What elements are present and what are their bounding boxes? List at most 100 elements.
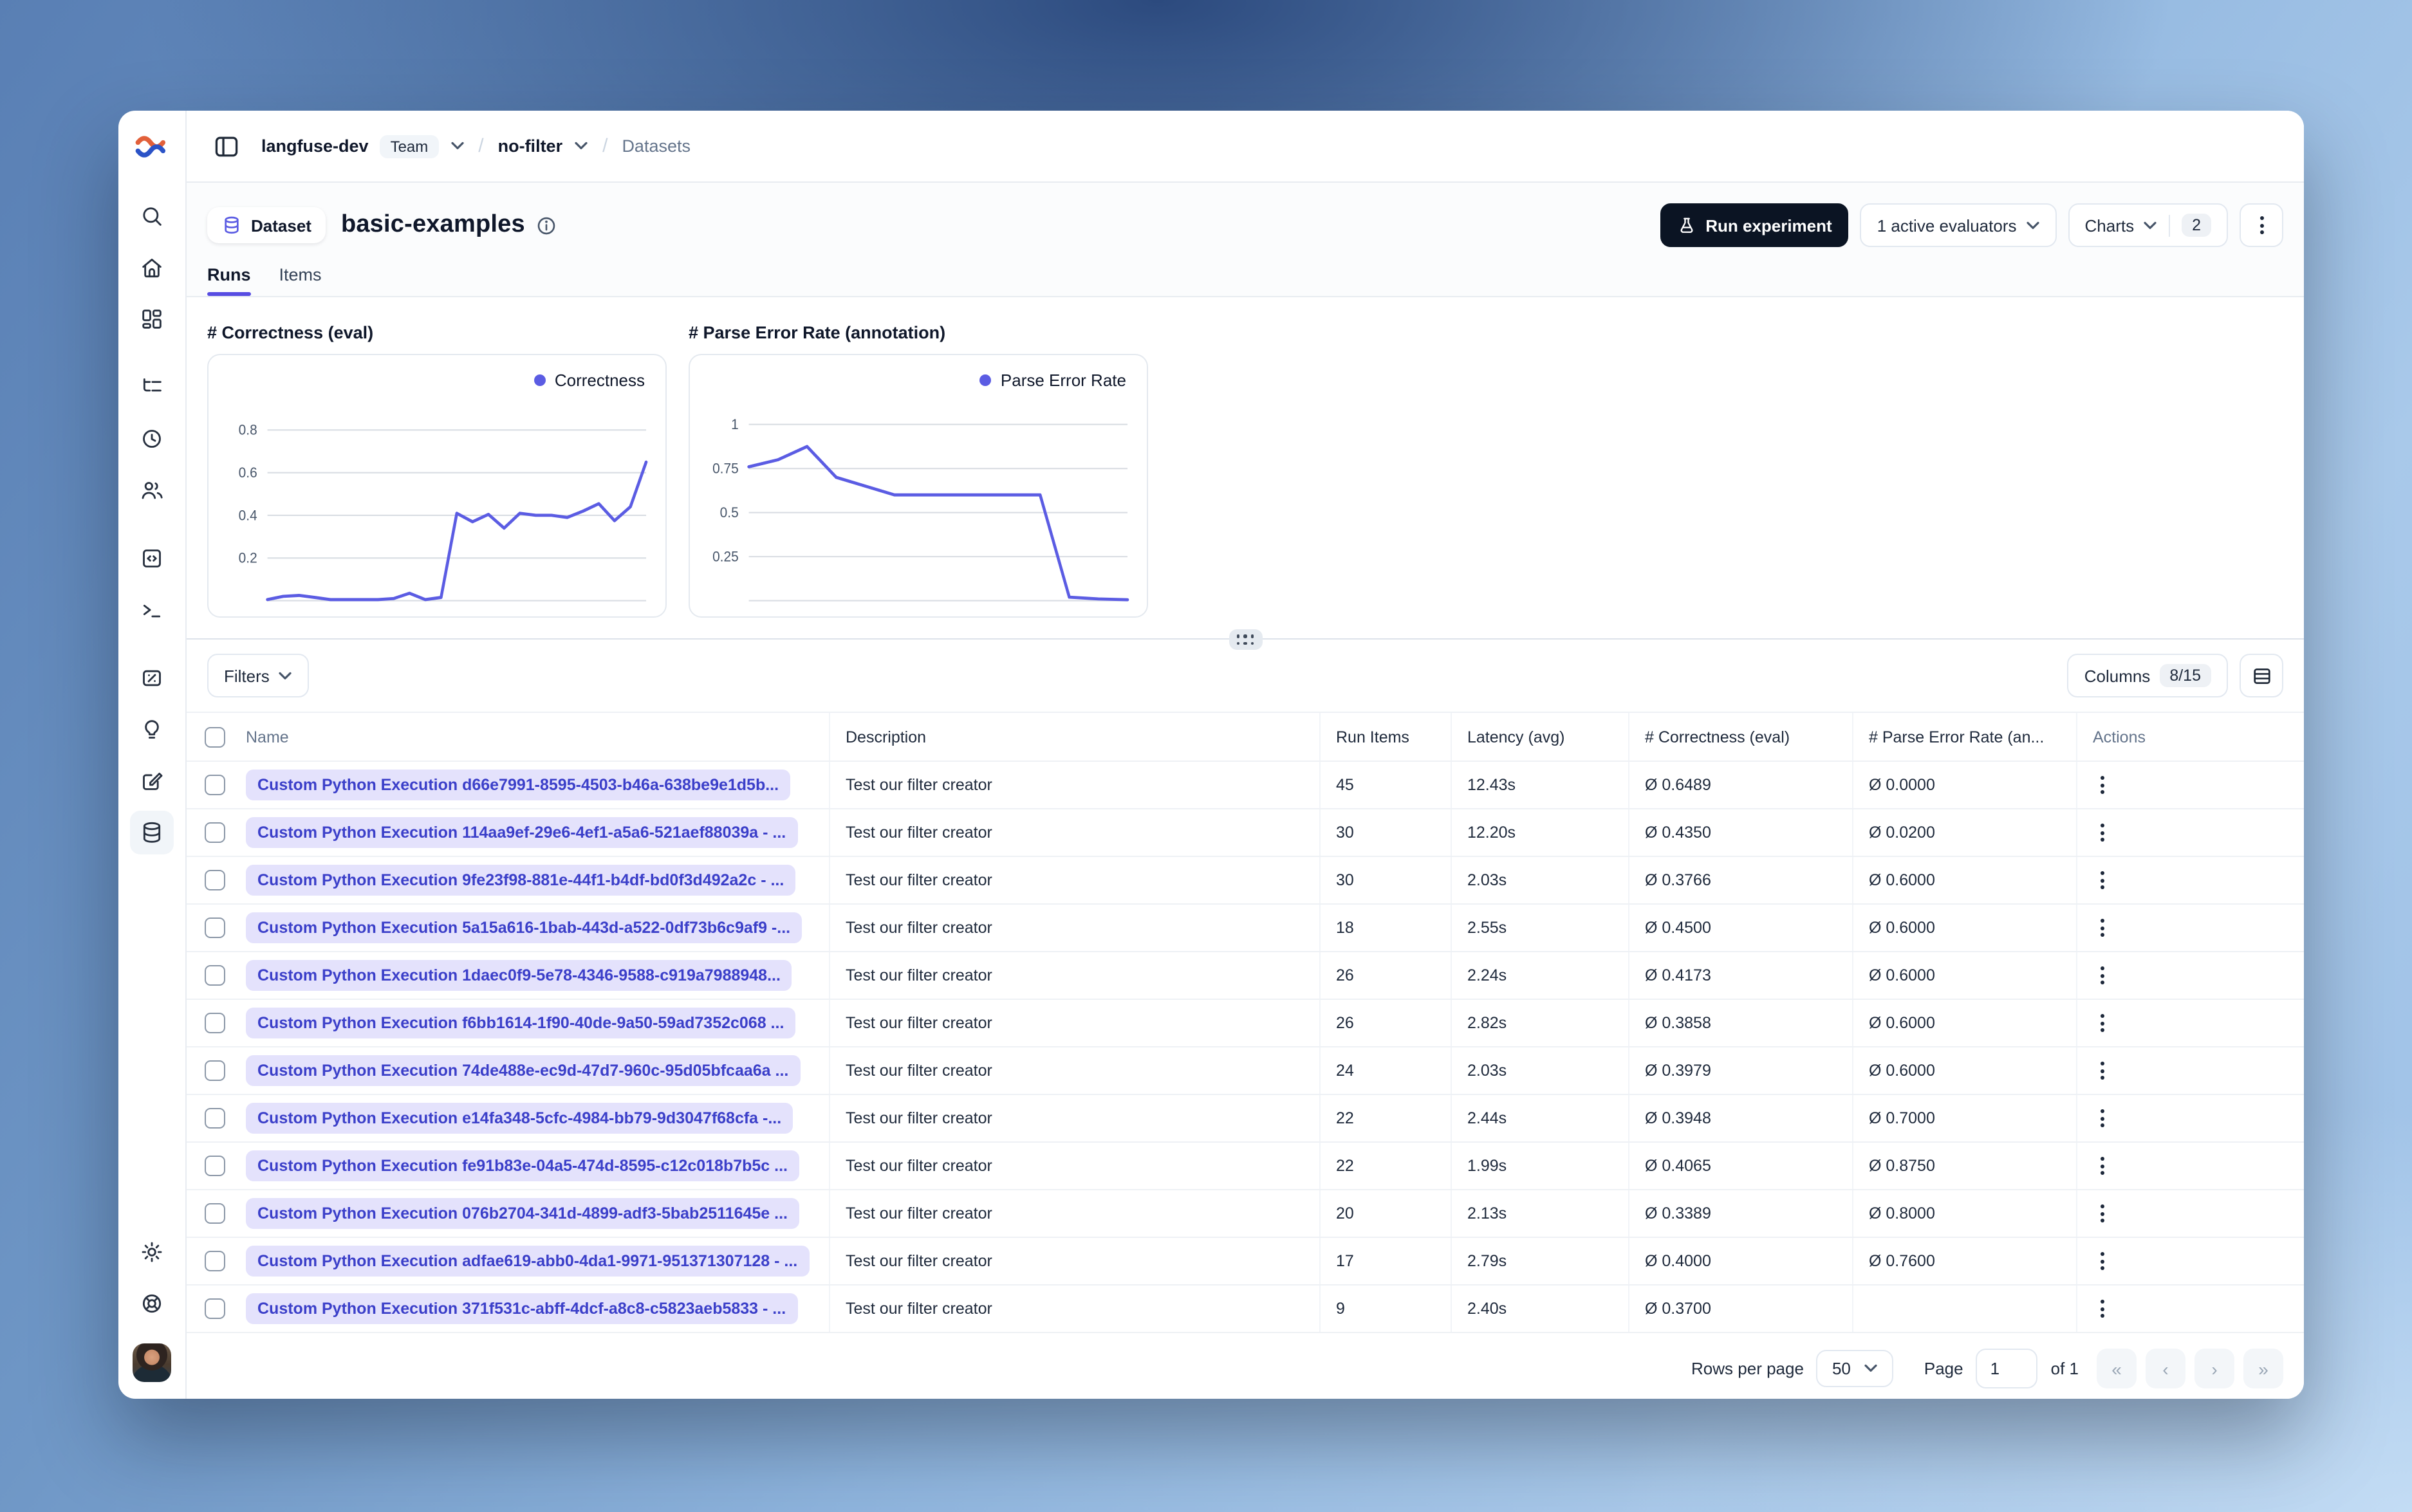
row-checkbox[interactable]	[205, 1156, 225, 1176]
sidebar-item-insights[interactable]	[130, 708, 174, 751]
charts-dropdown[interactable]: Charts 2	[2068, 203, 2228, 247]
row-actions-button[interactable]	[2093, 1056, 2112, 1085]
kebab-icon	[2101, 1204, 2104, 1222]
breadcrumb-org[interactable]: langfuse-dev	[261, 136, 369, 156]
row-actions-button[interactable]	[2093, 1104, 2112, 1132]
active-evaluators-dropdown[interactable]: 1 active evaluators	[1860, 203, 2057, 247]
chevron-down-icon[interactable]	[450, 142, 464, 151]
rows-per-page-select[interactable]: 50	[1816, 1350, 1893, 1387]
tab-items[interactable]: Items	[279, 265, 322, 284]
edit-square-icon	[143, 772, 163, 790]
run-experiment-button[interactable]: Run experiment	[1660, 203, 1849, 247]
column-header-name[interactable]: Name	[236, 713, 830, 761]
run-name-link[interactable]: Custom Python Execution 9fe23f98-881e-44…	[246, 865, 796, 896]
chevron-down-icon[interactable]	[574, 142, 588, 151]
page-label: Page	[1924, 1359, 1963, 1378]
row-checkbox[interactable]	[205, 870, 225, 890]
column-header-latency[interactable]: Latency (avg)	[1452, 713, 1629, 761]
columns-button[interactable]: Columns 8/15	[2067, 654, 2228, 697]
previous-page-button[interactable]: ‹	[2146, 1349, 2185, 1388]
filters-button[interactable]: Filters	[207, 654, 310, 697]
run-name-link[interactable]: Custom Python Execution 114aa9ef-29e6-4e…	[246, 817, 798, 848]
breadcrumb-project[interactable]: no-filter	[497, 136, 563, 156]
svg-text:0.2: 0.2	[239, 550, 257, 566]
users-icon	[142, 482, 163, 499]
page-header: Dataset basic-examples Run experiment 1 …	[187, 183, 2304, 297]
run-experiment-label: Run experiment	[1705, 216, 1832, 235]
row-checkbox[interactable]	[205, 917, 225, 938]
row-actions-button[interactable]	[2093, 771, 2112, 799]
sidebar-item-sessions[interactable]	[130, 417, 174, 461]
sidebar-item-support[interactable]	[130, 1282, 174, 1325]
run-name-link[interactable]: Custom Python Execution fe91b83e-04a5-47…	[246, 1150, 799, 1181]
page-more-actions-button[interactable]	[2240, 203, 2283, 247]
row-actions-button[interactable]	[2093, 1295, 2112, 1323]
sidebar-item-users[interactable]	[130, 468, 174, 512]
row-checkbox[interactable]	[205, 822, 225, 843]
run-name-link[interactable]: Custom Python Execution d66e7991-8595-45…	[246, 770, 791, 800]
kebab-icon	[2101, 776, 2104, 794]
row-checkbox[interactable]	[205, 775, 225, 795]
row-checkbox[interactable]	[205, 965, 225, 986]
sidebar-item-dashboards[interactable]	[130, 297, 174, 341]
run-name-link[interactable]: Custom Python Execution 74de488e-ec9d-47…	[246, 1055, 801, 1086]
resize-grip-handle[interactable]	[1229, 629, 1262, 650]
info-icon[interactable]	[537, 216, 556, 235]
sidebar-item-prompts[interactable]	[130, 537, 174, 580]
run-description: Test our filter creator	[830, 1095, 1321, 1141]
row-actions-button[interactable]	[2093, 1247, 2112, 1275]
row-checkbox[interactable]	[205, 1298, 225, 1319]
run-name-link[interactable]: Custom Python Execution f6bb1614-1f90-40…	[246, 1008, 796, 1038]
sidebar-item-datasets[interactable]	[130, 811, 174, 854]
last-page-button[interactable]: »	[2243, 1349, 2283, 1388]
chart-correctness: # Correctness (eval) Correctness 0.2 0.4 0…	[207, 315, 667, 618]
run-name-link[interactable]: Custom Python Execution e14fa348-5cfc-49…	[246, 1103, 793, 1134]
tab-runs[interactable]: Runs	[207, 265, 251, 296]
page-number-input[interactable]	[1976, 1349, 2038, 1388]
row-actions-button[interactable]	[2093, 1152, 2112, 1180]
sidebar-item-home[interactable]	[130, 246, 174, 290]
row-actions-button[interactable]	[2093, 866, 2112, 894]
row-actions-button[interactable]	[2093, 1199, 2112, 1228]
column-header-description[interactable]: Description	[830, 713, 1321, 761]
column-header-correctness[interactable]: # Correctness (eval)	[1629, 713, 1853, 761]
row-checkbox[interactable]	[205, 1108, 225, 1129]
next-page-button[interactable]: ›	[2194, 1349, 2234, 1388]
gear-icon	[142, 1242, 162, 1262]
latency-value: 2.82s	[1452, 1000, 1629, 1046]
breadcrumb-section[interactable]: Datasets	[622, 136, 691, 156]
pagination: « ‹ › »	[2097, 1349, 2283, 1388]
row-checkbox[interactable]	[205, 1251, 225, 1271]
sidebar-item-playground[interactable]	[130, 588, 174, 632]
sidebar-item-tracing[interactable]	[130, 365, 174, 409]
run-name-link[interactable]: Custom Python Execution 5a15a616-1bab-44…	[246, 912, 802, 943]
breadcrumb-separator: /	[602, 135, 608, 157]
user-avatar[interactable]	[133, 1343, 171, 1382]
sidebar-item-annotation[interactable]	[130, 759, 174, 803]
run-name-link[interactable]: Custom Python Execution 371f531c-abff-4d…	[246, 1293, 798, 1324]
column-header-parse-error[interactable]: # Parse Error Rate (an...	[1853, 713, 2077, 761]
row-checkbox[interactable]	[205, 1013, 225, 1033]
sidebar-item-search[interactable]	[130, 194, 174, 238]
run-name-link[interactable]: Custom Python Execution 076b2704-341d-48…	[246, 1198, 799, 1229]
row-actions-button[interactable]	[2093, 961, 2112, 990]
clock-icon	[143, 430, 161, 448]
select-all-checkbox[interactable]	[205, 726, 225, 747]
row-height-button[interactable]	[2240, 654, 2283, 697]
run-name-link[interactable]: Custom Python Execution adfae619-abb0-4d…	[246, 1246, 810, 1277]
row-checkbox[interactable]	[205, 1203, 225, 1224]
first-page-button[interactable]: «	[2097, 1349, 2137, 1388]
run-name-link[interactable]: Custom Python Execution 1daec0f9-5e78-43…	[246, 960, 792, 991]
row-checkbox[interactable]	[205, 1060, 225, 1081]
sidebar-toggle-icon[interactable]	[212, 132, 241, 160]
sidebar-item-settings[interactable]	[130, 1230, 174, 1274]
legend-dot	[979, 374, 992, 386]
row-actions-button[interactable]	[2093, 1009, 2112, 1037]
row-actions-button[interactable]	[2093, 818, 2112, 847]
row-actions-button[interactable]	[2093, 914, 2112, 942]
parse-error-value: Ø 0.6000	[1853, 1000, 2077, 1046]
column-header-run-items[interactable]: Run Items	[1321, 713, 1452, 761]
latency-value: 2.03s	[1452, 1047, 1629, 1094]
sidebar-item-evaluation[interactable]	[130, 656, 174, 700]
correctness-value: Ø 0.6489	[1629, 762, 1853, 808]
